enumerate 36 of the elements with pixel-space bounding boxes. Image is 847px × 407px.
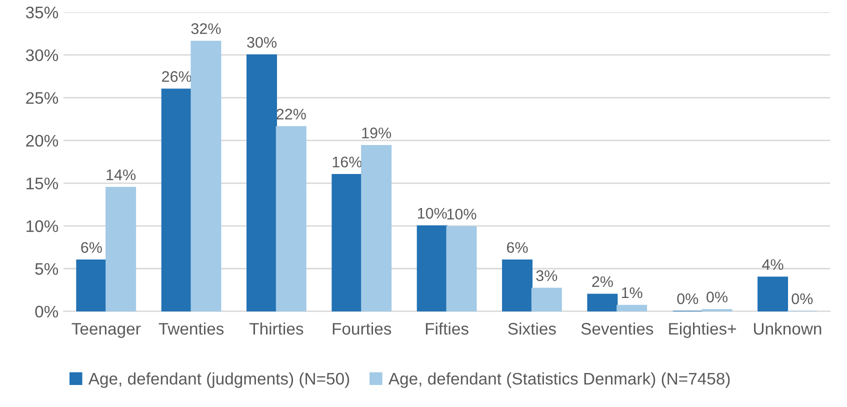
y-tick-label: 20% [26, 134, 58, 147]
y-tick-label: 35% [26, 6, 58, 18]
data-label: 0% [677, 293, 698, 304]
y-tick-label: 25% [26, 92, 58, 104]
legend-label: Age, defendant (Statistics Denmark) (N=7458) [388, 372, 730, 388]
x-tick-label: Seventies [581, 322, 654, 335]
data-label: 6% [507, 242, 528, 253]
data-label: 14% [106, 169, 136, 180]
data-label: 1% [622, 287, 642, 298]
x-tick-label: Teenager [72, 323, 141, 338]
y-tick-label: 5% [35, 263, 58, 275]
data-label: 16% [332, 156, 362, 168]
y-tick-label: 10% [26, 220, 58, 232]
data-label: 10% [418, 208, 447, 219]
data-label: 4% [762, 259, 784, 270]
data-label: 19% [362, 128, 392, 138]
data-label: 0% [706, 292, 728, 302]
x-tick-label: Fifties [426, 322, 468, 335]
data-label: 32% [191, 23, 221, 34]
x-tick-label: Sixties [508, 322, 556, 335]
data-label: 2% [592, 276, 613, 288]
x-tick-label: Thirties [250, 322, 304, 335]
data-label: 10% [447, 208, 476, 220]
y-tick-label: 15% [26, 178, 58, 190]
x-tick-label: Eighties+ [669, 322, 736, 338]
x-tick-label: Twenties [158, 322, 224, 335]
data-label: 26% [162, 71, 192, 82]
data-label: 0% [792, 293, 813, 304]
y-tick-label: 30% [26, 49, 58, 62]
data-label: 6% [81, 242, 102, 253]
legend-label: Age, defendant (judgments) (N=50) [88, 372, 350, 388]
x-tick-label: Fourties [332, 322, 392, 335]
x-tick-label: Unknown [754, 322, 822, 335]
y-tick-label: 0% [35, 306, 58, 318]
data-label: 3% [536, 270, 558, 282]
data-label: 30% [247, 36, 277, 48]
